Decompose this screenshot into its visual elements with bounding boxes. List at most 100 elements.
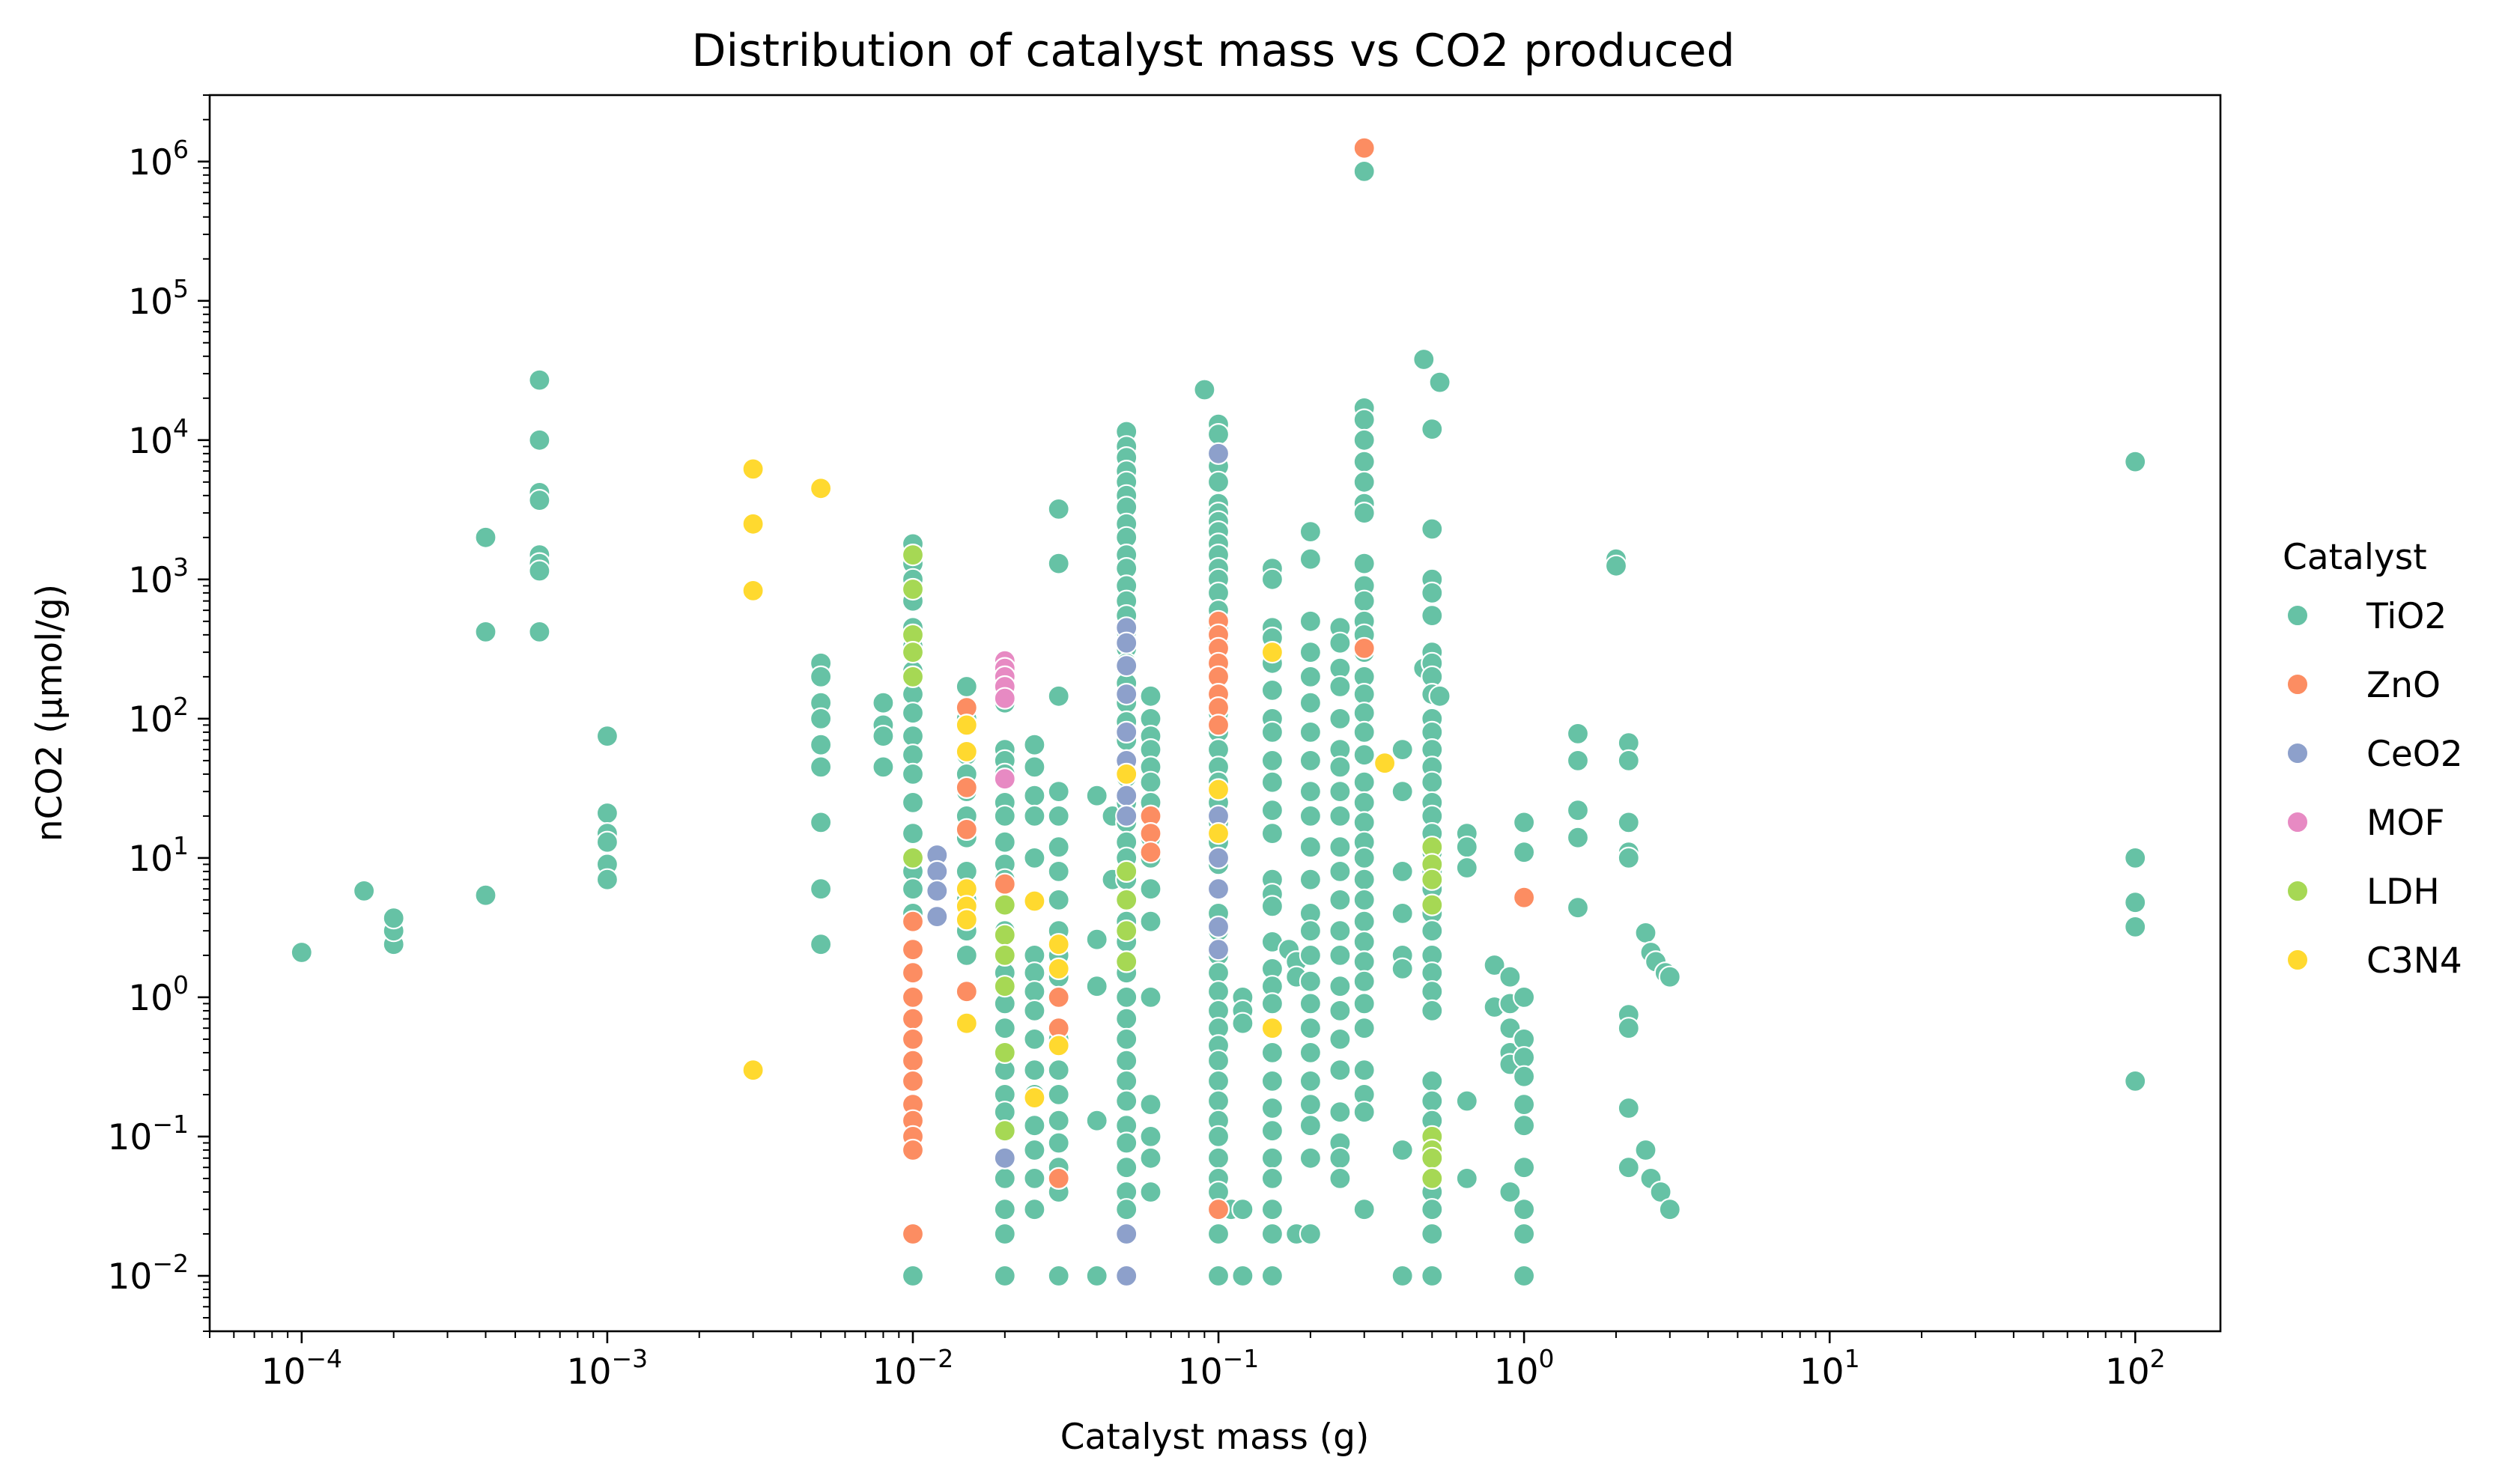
- data-point: [1421, 961, 1444, 985]
- data-point: [1047, 1059, 1070, 1082]
- data-point: [1566, 722, 1590, 746]
- data-point: [809, 707, 833, 731]
- data-point: [1299, 1041, 1323, 1065]
- data-point: [1115, 950, 1138, 973]
- legend-marker: [2286, 811, 2309, 833]
- data-point: [993, 1167, 1016, 1190]
- data-point: [1391, 957, 1414, 981]
- data-point: [1352, 930, 1376, 954]
- data-point: [1352, 811, 1376, 834]
- plot-frame: [208, 94, 2222, 1333]
- data-point: [1047, 1034, 1070, 1057]
- data-point: [1421, 868, 1444, 891]
- data-point: [955, 776, 978, 800]
- data-point: [1566, 896, 1590, 919]
- data-point: [1329, 631, 1352, 654]
- data-point: [1260, 1146, 1284, 1170]
- data-point: [872, 724, 895, 748]
- data-point: [926, 860, 949, 884]
- data-point: [1512, 1198, 1536, 1221]
- data-point: [1299, 836, 1323, 859]
- data-point: [901, 702, 925, 725]
- data-point: [1421, 919, 1444, 943]
- data-point: [1329, 1101, 1352, 1124]
- data-point: [993, 767, 1016, 791]
- data-point: [1115, 1049, 1138, 1072]
- data-point: [1299, 868, 1323, 891]
- data-points: [290, 136, 2147, 1288]
- legend: Catalyst TiO2 ZnO CeO2 MOF LDH C3N4: [2283, 537, 2463, 982]
- data-point: [1634, 921, 1657, 945]
- data-point: [1483, 953, 1506, 977]
- data-point: [1352, 791, 1376, 815]
- data-point: [1206, 1125, 1230, 1149]
- data-point: [1512, 1114, 1536, 1137]
- data-point: [1299, 1114, 1323, 1137]
- data-point: [1352, 888, 1376, 912]
- data-point: [1658, 1198, 1681, 1221]
- data-point: [1206, 915, 1230, 939]
- data-point: [1023, 961, 1046, 985]
- data-point: [1299, 1146, 1323, 1170]
- data-point: [1260, 1096, 1284, 1120]
- data-point: [1115, 720, 1138, 744]
- data-point: [1373, 752, 1397, 775]
- data-point: [809, 933, 833, 956]
- data-point: [290, 940, 313, 964]
- data-point: [1421, 980, 1444, 1003]
- data-point: [901, 878, 925, 901]
- data-point: [1299, 970, 1323, 993]
- data-point: [1139, 1180, 1162, 1204]
- data-point: [1352, 470, 1376, 493]
- data-point: [1329, 707, 1352, 731]
- data-point: [1352, 868, 1376, 891]
- y-tick-label: 103: [128, 553, 189, 601]
- data-point: [1231, 1198, 1254, 1221]
- data-point: [1085, 975, 1108, 998]
- data-point: [1085, 784, 1108, 807]
- data-point: [1023, 890, 1046, 913]
- data-point: [1352, 743, 1376, 767]
- data-point: [901, 665, 925, 689]
- data-point: [1023, 804, 1046, 828]
- data-point: [1352, 552, 1376, 575]
- data-point: [1139, 821, 1162, 845]
- data-point: [1352, 1059, 1376, 1082]
- y-tick-label: 10−2: [108, 1249, 189, 1298]
- data-point: [1299, 691, 1323, 714]
- data-point: [1421, 1146, 1444, 1170]
- data-point: [1299, 1222, 1323, 1246]
- data-point: [1023, 1198, 1046, 1221]
- data-point: [1352, 770, 1376, 794]
- data-point: [1299, 1069, 1323, 1093]
- chart-title: Distribution of catalyst mass vs CO2 pro…: [691, 25, 1734, 77]
- data-point: [1512, 985, 1536, 1009]
- data-point: [1115, 860, 1138, 884]
- data-point: [1329, 860, 1352, 884]
- data-point: [1352, 159, 1376, 183]
- data-point: [1206, 470, 1230, 493]
- data-point: [993, 687, 1016, 710]
- data-point: [1299, 720, 1323, 744]
- data-point: [901, 1069, 925, 1093]
- data-point: [901, 985, 925, 1009]
- data-point: [1428, 684, 1451, 708]
- data-point: [1352, 636, 1376, 660]
- data-point: [1206, 821, 1230, 845]
- data-point: [901, 846, 925, 870]
- data-point: [1352, 501, 1376, 525]
- data-point: [993, 923, 1016, 946]
- series-zno: [901, 136, 1536, 1246]
- x-axis-label: Catalyst mass (g): [1060, 1417, 1370, 1458]
- data-point: [872, 691, 895, 714]
- data-point: [1352, 1017, 1376, 1040]
- legend-label: C3N4: [2366, 940, 2462, 982]
- data-point: [528, 488, 551, 512]
- data-point: [926, 879, 949, 903]
- data-point: [1352, 970, 1376, 993]
- data-point: [1299, 943, 1323, 967]
- data-point: [1299, 992, 1323, 1015]
- data-point: [528, 620, 551, 644]
- data-point: [1023, 1027, 1046, 1051]
